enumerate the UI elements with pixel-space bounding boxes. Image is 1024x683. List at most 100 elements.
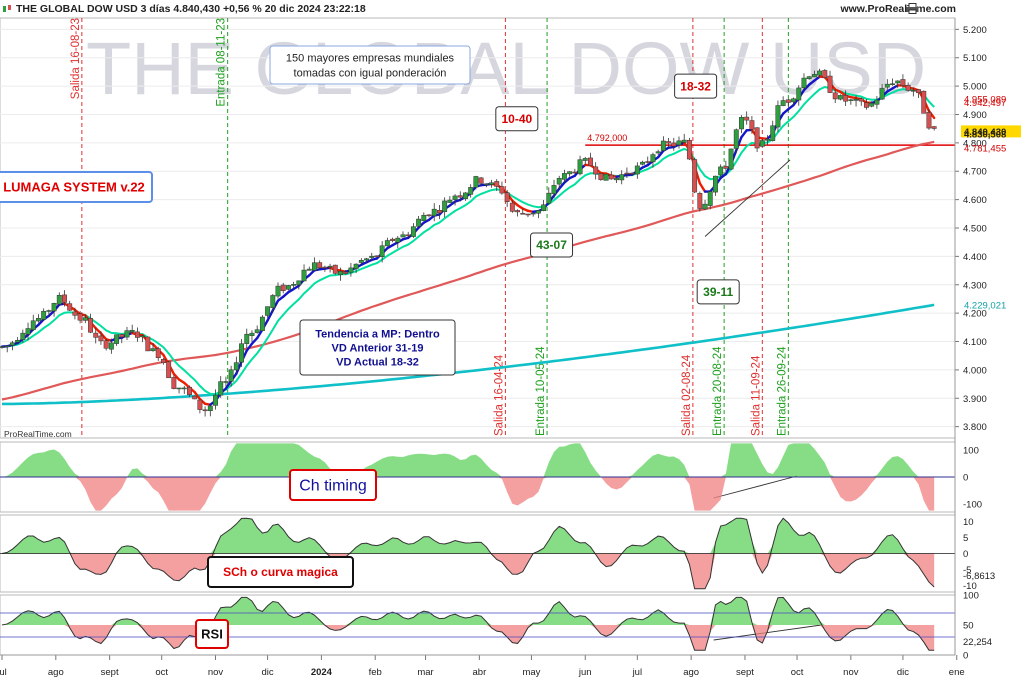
candle-up — [541, 204, 547, 211]
price-tick-label: 4.800 — [963, 138, 987, 149]
candle-down — [754, 127, 760, 149]
x-tick-label: mar — [417, 667, 433, 678]
indicator-tick-label: 0 — [963, 473, 968, 484]
candle-up — [546, 192, 552, 204]
candle-up — [770, 125, 776, 141]
candle-down — [202, 409, 208, 412]
candle-up — [140, 335, 146, 338]
candle-down — [525, 213, 531, 216]
candle-up — [567, 171, 573, 175]
indicator-label-sch-line: SCh o curva magica — [223, 565, 338, 579]
value-badge-line: 10-40 — [501, 112, 532, 126]
candle-down — [858, 98, 864, 102]
candle-up — [312, 262, 317, 271]
ma-short-segment — [94, 327, 103, 335]
candle-up — [25, 328, 31, 335]
candle-down — [629, 172, 635, 175]
description-box-frame — [269, 45, 471, 85]
candle-down — [749, 120, 755, 130]
candle-up — [358, 259, 364, 263]
candle-up — [114, 334, 120, 344]
candle-up — [244, 333, 250, 344]
ma-medium — [1, 85, 935, 396]
indicator-trendline — [713, 624, 822, 641]
indicator-tick-label: -100 — [963, 499, 982, 510]
candle-up — [765, 139, 770, 141]
candle-up — [207, 405, 213, 411]
level-label: 4.792,000 — [587, 133, 627, 143]
candle-down — [921, 90, 927, 114]
signal-label: Entrada 10-05-24 — [535, 346, 547, 436]
candle-up — [681, 139, 687, 143]
candle-down — [697, 193, 703, 209]
site-link[interactable]: www.ProRealTime.com — [840, 3, 956, 15]
trend-box-line: VD Actual 18-32 — [336, 356, 419, 368]
candle-down — [67, 303, 73, 311]
candle-up — [259, 316, 265, 331]
candle-up — [395, 237, 401, 243]
candle-up — [364, 258, 369, 261]
x-tick-label: jul — [0, 667, 7, 678]
candle-up — [416, 218, 422, 227]
indicator-trendline — [713, 475, 798, 499]
x-tick-label: may — [522, 667, 540, 678]
candle-down — [827, 75, 833, 93]
x-tick-label: ene — [949, 667, 965, 678]
candle-up — [218, 381, 224, 396]
candle-down — [77, 313, 83, 321]
candle-up — [739, 117, 744, 130]
ma-short-segment — [740, 129, 748, 139]
candle-up — [489, 182, 494, 185]
candle-up — [853, 99, 859, 101]
candle-up — [213, 394, 218, 406]
price-tick-label: 4.400 — [963, 252, 987, 263]
candle-up — [233, 362, 239, 371]
trend-box: Tendencia a MP: Dentro VD Anterior 31-19 V… — [299, 319, 456, 376]
trendlines — [704, 159, 822, 641]
candle-up — [4, 345, 10, 348]
indicator-tick-label: -10 — [963, 581, 977, 592]
candle-up — [301, 269, 307, 282]
candle-down — [686, 139, 692, 160]
candle-down — [322, 266, 328, 269]
candle-up — [20, 332, 26, 340]
candle-up — [712, 175, 718, 193]
candle-down — [88, 318, 93, 333]
candle-down — [145, 336, 151, 352]
x-tick-label: 2024 — [311, 667, 333, 678]
candle-up — [400, 234, 406, 238]
indicator-line — [1, 517, 935, 590]
candle-up — [9, 342, 15, 346]
candle-up — [463, 192, 468, 200]
candle-up — [249, 332, 255, 336]
value-badge: 39-11 — [696, 279, 740, 305]
candle-up — [676, 140, 682, 146]
candle-up — [431, 208, 437, 217]
candle-up — [806, 76, 812, 80]
candle-up — [660, 140, 666, 151]
candle-up — [530, 212, 536, 215]
candle-down — [187, 386, 192, 395]
candle-up — [296, 280, 302, 286]
candle-up — [124, 330, 130, 338]
candle-icon — [3, 5, 11, 12]
printer-icon[interactable] — [906, 3, 919, 14]
candle-up — [410, 226, 416, 237]
candle-up — [379, 245, 385, 257]
candle-up — [619, 174, 625, 181]
candle-up — [884, 83, 890, 88]
candle-down — [822, 70, 828, 78]
ma-short-segment — [271, 299, 280, 312]
candle-up — [421, 214, 427, 222]
ma-short-segment — [558, 181, 566, 190]
candle-up — [108, 342, 114, 350]
description-box-line: 150 mayores empresas mundiales — [286, 52, 455, 64]
price-tick-label: 4.900 — [963, 110, 987, 121]
price-marker: 4.781,455 — [964, 144, 1006, 155]
ma-short-segment — [698, 182, 707, 193]
ma-short-segment — [224, 379, 233, 390]
x-tick-label: ago — [683, 667, 699, 678]
candle-up — [702, 203, 708, 210]
candle-down — [280, 284, 286, 291]
candle-up — [775, 105, 781, 128]
